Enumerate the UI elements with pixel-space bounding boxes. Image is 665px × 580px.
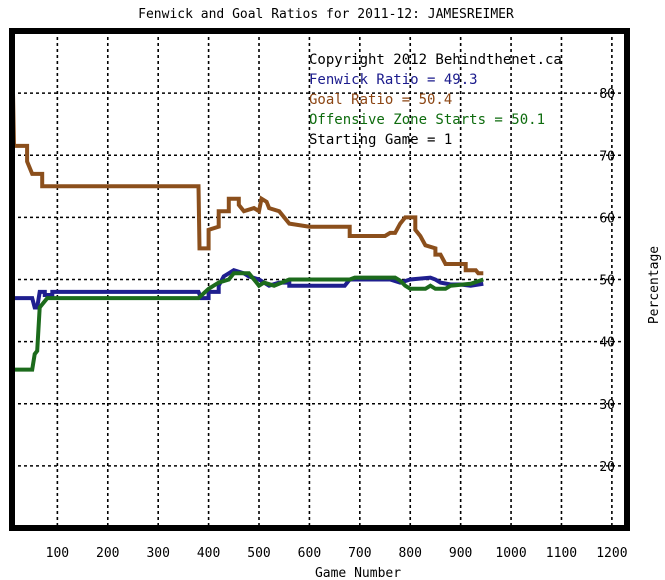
x-tick-label: 200 <box>96 546 119 561</box>
y-tick-label: 60 <box>599 211 615 226</box>
series-layer <box>10 30 484 411</box>
legend-entry: Copyright 2012 Behindthenet.ca <box>309 52 562 68</box>
legend-entry: Offensive Zone Starts = 50.1 <box>309 112 545 128</box>
series-line-goal-ratio <box>10 30 484 276</box>
x-tick-label: 100 <box>46 546 69 561</box>
x-tick-label: 1100 <box>546 546 577 561</box>
y-tick-label: 50 <box>599 274 615 289</box>
legend-entry: Starting Game = 1 <box>309 132 452 148</box>
legend-entry: Fenwick Ratio = 49.3 <box>309 72 478 88</box>
x-tick-label: 400 <box>197 546 220 561</box>
x-tick-label: 1200 <box>596 546 627 561</box>
y-tick-label: 70 <box>599 149 615 164</box>
x-tick-label: 700 <box>348 546 371 561</box>
legend-entry: Goal Ratio = 50.4 <box>309 92 452 108</box>
y-tick-label: 80 <box>599 87 615 102</box>
y-tick-label: 20 <box>599 460 615 475</box>
grid <box>12 31 627 528</box>
x-tick-label: 1000 <box>495 546 526 561</box>
y-tick-label: 40 <box>599 336 615 351</box>
chart-title: Fenwick and Goal Ratios for 2011-12: JAM… <box>138 7 514 22</box>
legend: Copyright 2012 Behindthenet.ca Fenwick Ra… <box>309 52 562 148</box>
series-line-offensive-zone-starts <box>10 271 484 411</box>
x-axis-label: Game Number <box>315 566 401 580</box>
x-tick-label: 800 <box>398 546 421 561</box>
y-tick-label: 30 <box>599 398 615 413</box>
x-tick-label: 900 <box>449 546 472 561</box>
y-axis-label: Percentage <box>647 246 662 324</box>
tick-labels: 100 200 300 400 500 600 700 800 900 1000 1100 1200 2… <box>46 87 628 561</box>
x-tick-label: 600 <box>298 546 321 561</box>
x-tick-label: 500 <box>247 546 270 561</box>
x-tick-label: 300 <box>146 546 169 561</box>
plot-frame <box>9 28 630 531</box>
